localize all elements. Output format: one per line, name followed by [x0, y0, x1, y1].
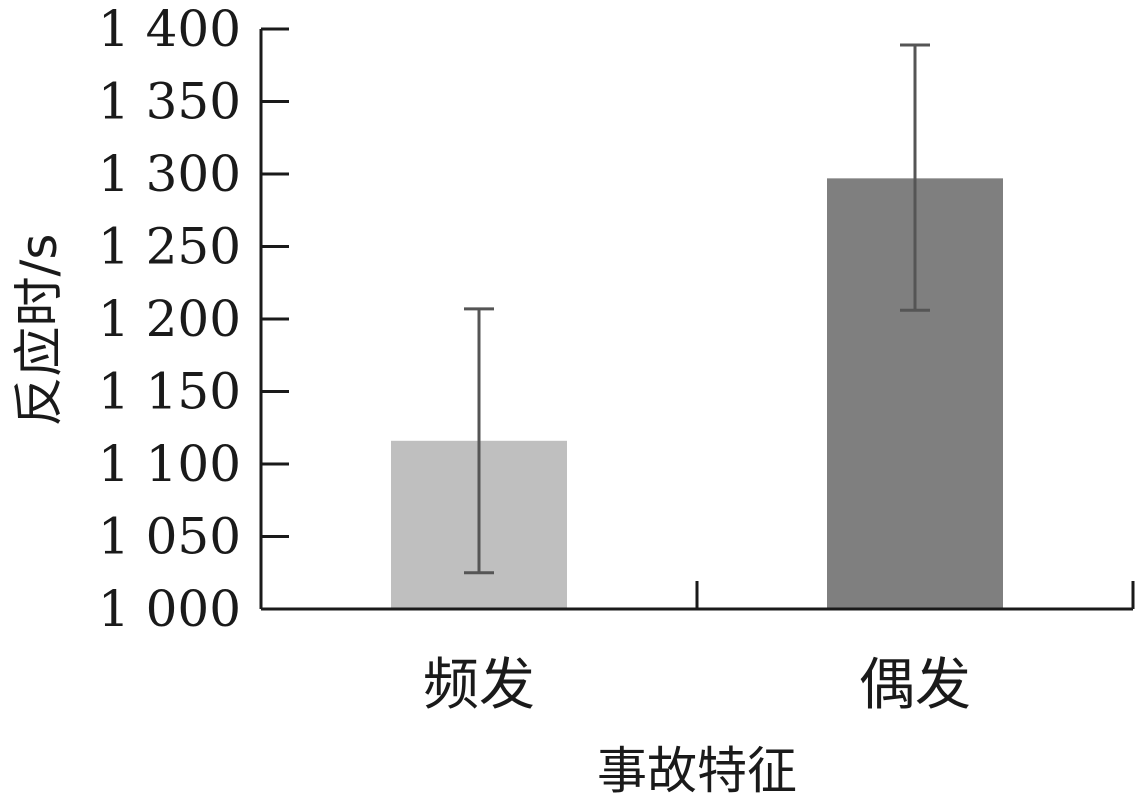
x-category-label: 频发 — [423, 653, 535, 718]
x-ticks-layer: 频发 偶发 — [423, 581, 1135, 718]
y-tick-label: 1 200 — [98, 290, 241, 348]
y-tick-label: 1 050 — [98, 508, 241, 566]
error-bars-layer — [464, 43, 930, 575]
y-tick-label: 1 250 — [98, 218, 241, 276]
y-tick-label: 1 350 — [98, 73, 241, 131]
x-category-label: 偶发 — [859, 653, 971, 718]
y-tick-label: 1 300 — [98, 145, 241, 203]
y-tick-label: 1 400 — [98, 0, 241, 58]
y-tick-label: 1 100 — [98, 435, 241, 493]
y-tick-label: 1 000 — [98, 580, 241, 638]
x-axis-title: 事故特征 — [597, 742, 797, 800]
y-ticks-layer: 1 000 1 050 1 100 1 150 1 200 1 250 1 300 1 350… — [98, 0, 289, 638]
bars-layer — [391, 178, 1003, 609]
y-axis-title: 反应时/s — [10, 234, 68, 427]
y-tick-label: 1 150 — [98, 363, 241, 421]
